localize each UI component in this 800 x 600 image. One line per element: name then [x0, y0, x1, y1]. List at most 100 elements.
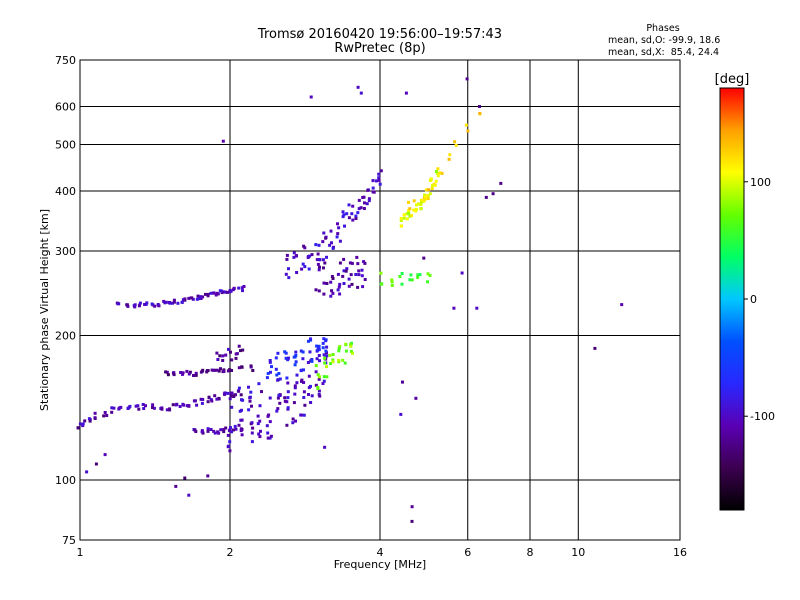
data-point — [266, 436, 270, 440]
data-point — [323, 356, 327, 360]
data-point — [222, 369, 226, 373]
data-point — [412, 208, 416, 212]
data-point — [424, 188, 428, 192]
data-point — [342, 257, 346, 261]
data-point — [105, 414, 109, 417]
data-point — [286, 390, 290, 394]
data-point — [318, 265, 321, 269]
data-point — [295, 381, 299, 385]
data-point — [293, 384, 297, 388]
data-point — [240, 433, 244, 437]
y-tick-label: 200 — [55, 330, 76, 343]
data-point — [351, 204, 355, 208]
data-point — [341, 274, 345, 278]
y-tick-label: 750 — [55, 54, 76, 67]
data-point — [285, 423, 289, 427]
data-point — [317, 268, 321, 272]
data-point — [234, 356, 238, 360]
data-point — [269, 370, 272, 374]
x-tick-label: 2 — [227, 546, 234, 559]
data-point — [354, 273, 358, 276]
data-point — [266, 414, 270, 418]
data-point — [192, 399, 196, 403]
x-tick-label: 8 — [527, 546, 534, 559]
data-point — [137, 304, 141, 308]
data-point — [321, 382, 325, 385]
data-point — [321, 346, 325, 350]
data-point — [430, 187, 434, 191]
data-point — [345, 267, 349, 271]
data-point — [325, 282, 329, 285]
data-point — [318, 359, 321, 363]
data-point — [239, 393, 243, 397]
data-point — [351, 218, 355, 222]
data-point — [195, 297, 199, 301]
data-point — [344, 269, 348, 273]
data-point — [379, 282, 383, 286]
x-tick-label: 4 — [377, 546, 384, 559]
data-point — [193, 428, 197, 432]
data-point — [484, 195, 488, 199]
data-point — [337, 349, 341, 353]
data-point — [303, 246, 307, 250]
data-point — [168, 407, 171, 411]
data-point — [274, 367, 278, 371]
data-point — [134, 404, 138, 408]
data-point — [342, 269, 346, 273]
data-point — [303, 265, 307, 269]
data-point — [228, 449, 232, 453]
data-point — [126, 407, 130, 410]
data-point — [354, 217, 358, 220]
data-point — [317, 348, 321, 352]
data-point — [221, 139, 225, 143]
data-point — [87, 417, 91, 421]
data-point — [341, 215, 345, 219]
data-point — [436, 174, 440, 178]
data-point — [265, 376, 269, 380]
data-point — [250, 404, 253, 408]
data-point — [285, 257, 289, 261]
data-point — [374, 179, 378, 183]
data-point — [371, 179, 375, 183]
data-point — [201, 295, 205, 299]
data-point — [347, 216, 351, 220]
data-point — [226, 391, 230, 395]
data-point — [241, 398, 245, 402]
data-point — [207, 395, 211, 399]
data-point — [153, 304, 157, 308]
data-point — [172, 298, 176, 302]
data-point — [276, 378, 280, 382]
data-point — [307, 386, 311, 390]
data-point — [210, 399, 214, 403]
data-point — [221, 359, 225, 362]
data-point — [268, 396, 272, 400]
data-point — [291, 417, 295, 421]
data-point — [260, 390, 263, 394]
data-point — [217, 369, 221, 373]
data-point — [419, 207, 423, 211]
data-point — [259, 429, 262, 433]
data-point — [363, 261, 367, 265]
data-point — [268, 420, 272, 424]
data-point — [314, 288, 318, 292]
data-point — [399, 224, 403, 228]
data-point — [329, 229, 333, 233]
data-point — [360, 268, 364, 272]
data-point — [359, 206, 363, 210]
data-point — [197, 297, 201, 301]
data-point — [419, 203, 423, 206]
data-point — [408, 207, 412, 211]
data-point — [452, 306, 456, 310]
data-point — [338, 239, 342, 243]
data-point — [341, 210, 345, 214]
data-point — [359, 91, 363, 95]
data-point — [331, 246, 335, 250]
data-point — [317, 243, 321, 247]
data-point — [283, 350, 287, 354]
data-point — [377, 172, 381, 176]
data-point — [423, 195, 427, 199]
data-point — [249, 364, 253, 368]
phase-stats-o: mean, sd,O: -99.9, 18.6 — [608, 35, 721, 46]
data-point — [412, 199, 416, 203]
data-point — [316, 373, 320, 377]
